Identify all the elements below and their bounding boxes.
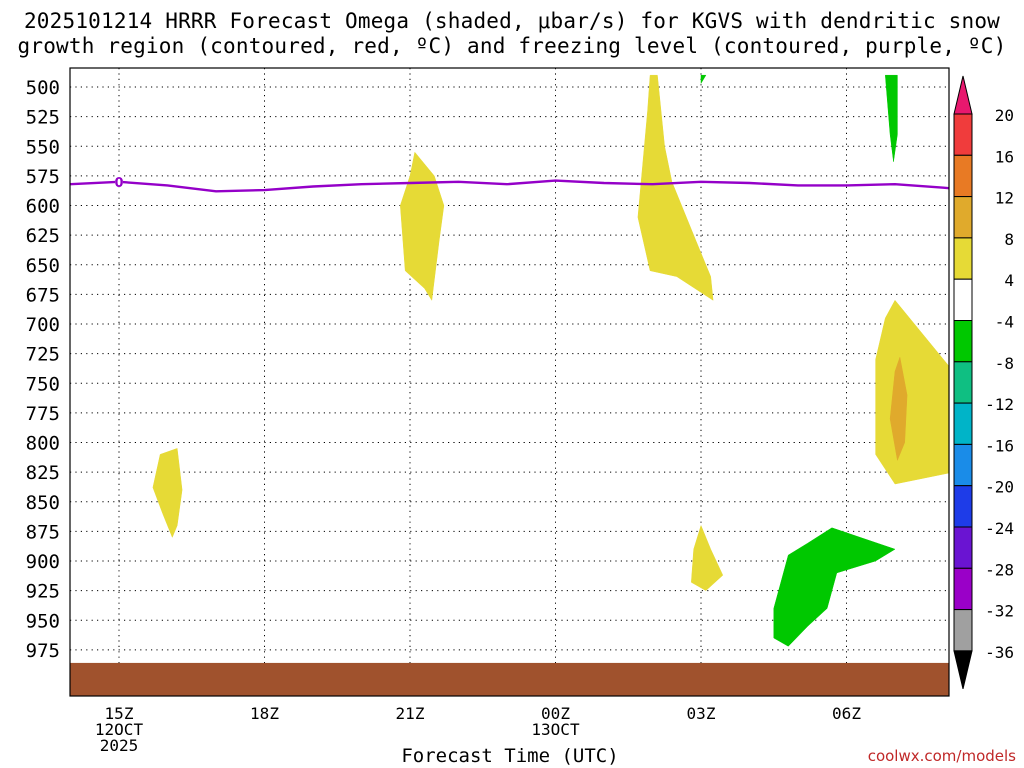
colorbar-swatch [953, 485, 973, 528]
x-tick-label: 2025 [100, 736, 139, 755]
y-tick-label: 900 [26, 551, 60, 573]
terrain-fill [70, 662, 949, 696]
chart-title-line1: 2025101214 HRRR Forecast Omega (shaded, … [23, 9, 1001, 33]
colorbar: 20 16 12 8 4 -4 -8 -12 -16 -20 -24 -28 -32 -36 [953, 75, 1014, 690]
colorbar-label: -28 [985, 560, 1014, 579]
colorbar-label: -20 [985, 478, 1014, 497]
y-tick-label: 525 [26, 107, 60, 129]
x-tick-label: 00Z [541, 704, 570, 723]
colorbar-swatch [953, 196, 973, 239]
omega-area [400, 151, 445, 302]
colorbar-label: -32 [985, 602, 1014, 621]
colorbar-swatch [953, 237, 973, 280]
y-axis: 500 525 550 575 600 625 650 675 700 725 750 775 800 8… [26, 77, 60, 662]
y-tick-label: 700 [26, 314, 60, 336]
colorbar-label: -36 [985, 643, 1014, 662]
omega-area [773, 527, 896, 647]
colorbar-label: 8 [1004, 230, 1014, 249]
y-tick-label: 600 [26, 196, 60, 218]
colorbar-bottom-arrow [953, 650, 973, 690]
y-tick-label: 850 [26, 492, 60, 514]
freezing-level-label: 0 [114, 176, 123, 191]
colorbar-label: 4 [1004, 271, 1014, 290]
colorbar-label: 12 [995, 189, 1014, 208]
omega-area [691, 524, 724, 591]
colorbar-swatch [953, 361, 973, 404]
x-tick-label: 06Z [832, 704, 861, 723]
omega-area [152, 448, 183, 538]
y-tick-label: 825 [26, 462, 60, 484]
colorbar-swatch [953, 443, 973, 487]
y-tick-label: 550 [26, 136, 60, 158]
freezing-level-line [70, 179, 949, 193]
colorbar-label: 16 [995, 147, 1014, 166]
y-tick-label: 575 [26, 166, 60, 188]
y-tick-label: 975 [26, 640, 60, 662]
y-tick-label: 500 [26, 77, 60, 99]
y-tick-label: 650 [26, 255, 60, 277]
omega-area [700, 74, 707, 85]
x-tick-label: 03Z [687, 704, 716, 723]
y-tick-label: 725 [26, 344, 60, 366]
credit-text: coolwx.com/models [867, 747, 1016, 765]
y-tick-label: 950 [26, 610, 60, 632]
y-tick-label: 925 [26, 581, 60, 603]
freezing-level: 0 [70, 174, 949, 193]
colorbar-label: -24 [985, 519, 1014, 538]
x-tick-label: 12OCT [95, 720, 144, 739]
colorbar-label: -8 [995, 354, 1014, 373]
terrain [70, 662, 949, 696]
omega-area [885, 74, 898, 162]
colorbar-swatch [953, 609, 973, 652]
freezing-level-label-bg [115, 174, 123, 188]
x-tick-label: 15Z [105, 704, 134, 723]
y-tick-label: 775 [26, 403, 60, 425]
gridlines [70, 68, 949, 696]
y-tick-label: 800 [26, 433, 60, 455]
colorbar-swatch [953, 320, 973, 363]
colorbar-swatch [953, 567, 973, 611]
colorbar-label: 20 [995, 106, 1014, 125]
colorbar-top-arrow [953, 75, 973, 115]
colorbar-swatch [953, 113, 973, 156]
colorbar-label: -16 [985, 436, 1014, 455]
omega-area [889, 356, 908, 462]
omega-areas [152, 74, 949, 647]
colorbar-label: -12 [985, 395, 1014, 414]
y-tick-label: 675 [26, 284, 60, 306]
x-axis-label: Forecast Time (UTC) [401, 745, 619, 767]
colorbar-swatch [953, 278, 973, 322]
x-tick-label: 18Z [250, 704, 279, 723]
x-tick-label: 21Z [396, 704, 425, 723]
x-tick-label: 13OCT [531, 720, 580, 739]
colorbar-swatch [953, 526, 973, 569]
plot-frame [69, 67, 950, 697]
y-tick-label: 750 [26, 373, 60, 395]
colorbar-swatch [953, 154, 973, 198]
y-tick-label: 875 [26, 521, 60, 543]
chart-title-line2: growth region (contoured, red, ºC) and f… [17, 34, 1007, 58]
colorbar-swatch [953, 402, 973, 445]
colorbar-label: -4 [995, 313, 1014, 332]
y-tick-label: 625 [26, 225, 60, 247]
omega-area [637, 74, 714, 301]
